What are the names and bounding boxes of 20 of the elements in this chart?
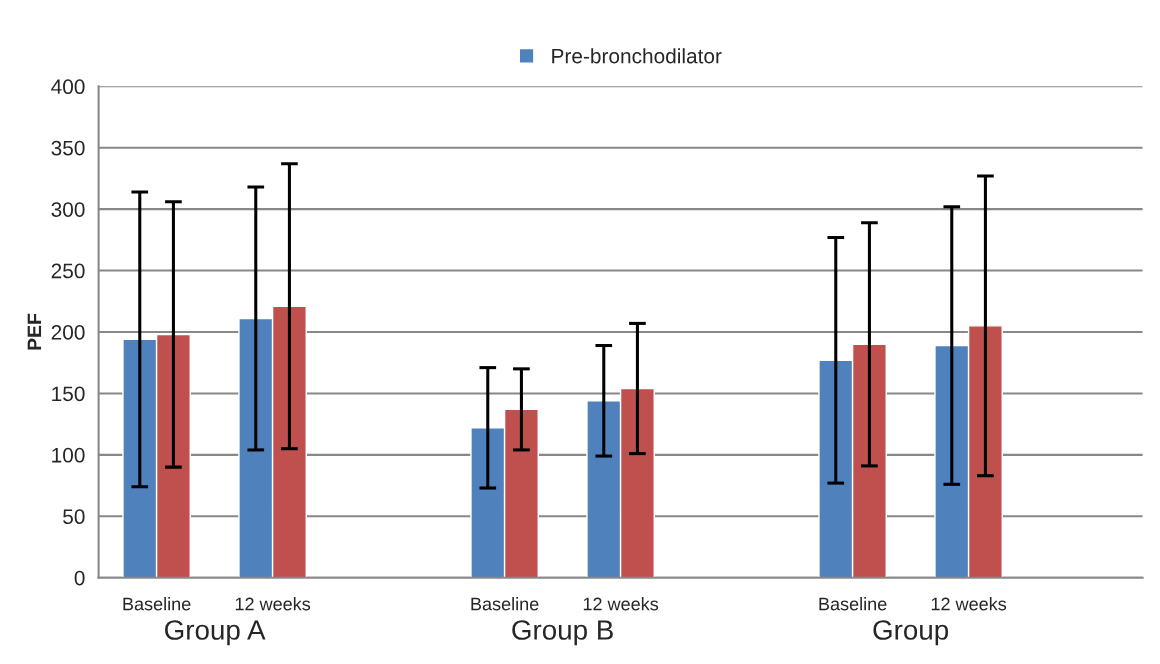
y-tick-label: 350 [51, 140, 85, 156]
x-tick-label: 12 weeks [931, 597, 1007, 611]
y-tick-label: 0 [74, 570, 85, 586]
x-tick-label: Baseline [123, 597, 191, 611]
x-tick-label: Baseline [471, 597, 539, 611]
text: Group [873, 620, 949, 646]
y-tick-label: 250 [51, 263, 85, 279]
x-tick-label: Baseline [819, 597, 887, 611]
x-tick-label: 12 weeks [583, 597, 659, 611]
text: Group B [512, 620, 613, 646]
y-tick-label: 300 [51, 202, 85, 217]
y-tick-label: 100 [52, 447, 85, 463]
x-tick-label: 12 weeks [235, 597, 311, 611]
text: Group A [165, 620, 266, 646]
y-tick-label: 150 [52, 386, 85, 402]
y-tick-label: 400 [51, 79, 85, 95]
y-axis-title: PEF [27, 313, 42, 350]
legend-label: Pre-bronchodilator [552, 48, 722, 64]
y-tick-label: 200 [51, 325, 85, 340]
y-tick-label: 50 [63, 509, 85, 525]
